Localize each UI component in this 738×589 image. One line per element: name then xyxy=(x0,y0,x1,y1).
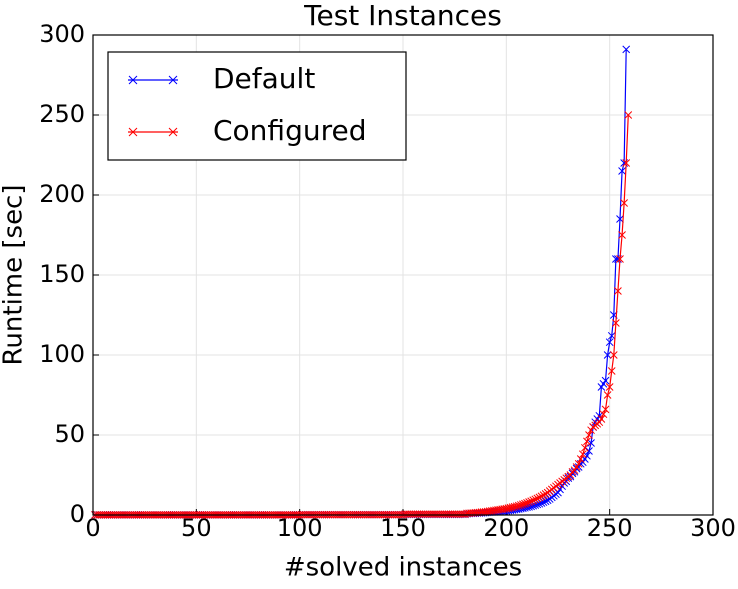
y-tick-label: 0 xyxy=(70,500,85,528)
marker xyxy=(529,496,538,505)
marker xyxy=(512,502,521,511)
y-tick-label: 150 xyxy=(39,260,85,288)
x-tick-label: 200 xyxy=(483,514,529,542)
legend-marker xyxy=(168,75,178,85)
marker xyxy=(601,405,610,414)
marker xyxy=(624,111,633,119)
marker xyxy=(601,376,610,385)
marker xyxy=(616,215,624,223)
marker xyxy=(585,431,593,439)
marker xyxy=(609,351,618,359)
marker xyxy=(614,287,622,295)
x-tick-label: 250 xyxy=(587,514,633,542)
marker xyxy=(583,451,591,460)
marker xyxy=(523,498,531,507)
chart-title: Test Instances xyxy=(303,0,502,32)
marker xyxy=(618,231,626,239)
marker xyxy=(620,199,628,207)
x-tick-label: 50 xyxy=(181,514,212,542)
marker xyxy=(622,45,631,54)
legend-marker xyxy=(168,127,178,137)
marker xyxy=(605,338,614,347)
marker xyxy=(605,383,614,391)
y-tick-label: 300 xyxy=(39,20,85,48)
x-tick-label: 300 xyxy=(690,514,736,542)
marker xyxy=(539,491,548,500)
marker xyxy=(531,495,540,504)
line xyxy=(95,114,629,516)
marker xyxy=(618,167,626,175)
y-tick-label: 50 xyxy=(54,420,85,448)
y-axis-label: Runtime [sec] xyxy=(0,185,29,366)
marker xyxy=(527,497,535,506)
marker xyxy=(574,459,583,468)
legend-label: Default xyxy=(213,62,315,95)
y-tick-label: 250 xyxy=(39,100,85,128)
marker xyxy=(516,501,525,509)
marker xyxy=(612,319,620,327)
marker xyxy=(525,498,533,506)
marker xyxy=(622,159,631,167)
x-tick-label: 100 xyxy=(277,514,323,542)
x-tick-label: 150 xyxy=(380,514,426,542)
y-tick-label: 200 xyxy=(39,180,85,208)
marker xyxy=(587,439,595,447)
marker xyxy=(583,437,591,446)
marker xyxy=(535,493,544,502)
y-tick-label: 100 xyxy=(39,340,85,368)
marker xyxy=(541,490,550,498)
marker xyxy=(607,331,616,340)
legend-label: Configured xyxy=(213,114,366,147)
x-axis-label: #solved instances xyxy=(284,553,522,583)
marker xyxy=(543,496,552,505)
marker xyxy=(519,500,527,509)
marker xyxy=(597,415,606,423)
marker xyxy=(576,455,585,463)
legend-box xyxy=(107,51,407,161)
legend-marker xyxy=(128,75,138,85)
marker xyxy=(537,492,546,501)
marker xyxy=(578,450,587,459)
marker xyxy=(603,351,612,359)
legend: Default Configured xyxy=(107,51,407,161)
marker xyxy=(521,499,529,508)
marker xyxy=(607,367,616,375)
marker xyxy=(533,494,542,503)
marker xyxy=(541,497,550,506)
legend-marker xyxy=(128,127,138,137)
x-tick-label: 0 xyxy=(85,514,100,542)
marker xyxy=(599,410,608,419)
marker xyxy=(585,447,593,455)
marker xyxy=(616,255,624,263)
marker xyxy=(603,391,612,399)
marker xyxy=(581,443,589,452)
marker xyxy=(514,501,523,510)
plot-frame xyxy=(92,34,714,516)
series xyxy=(91,111,633,519)
